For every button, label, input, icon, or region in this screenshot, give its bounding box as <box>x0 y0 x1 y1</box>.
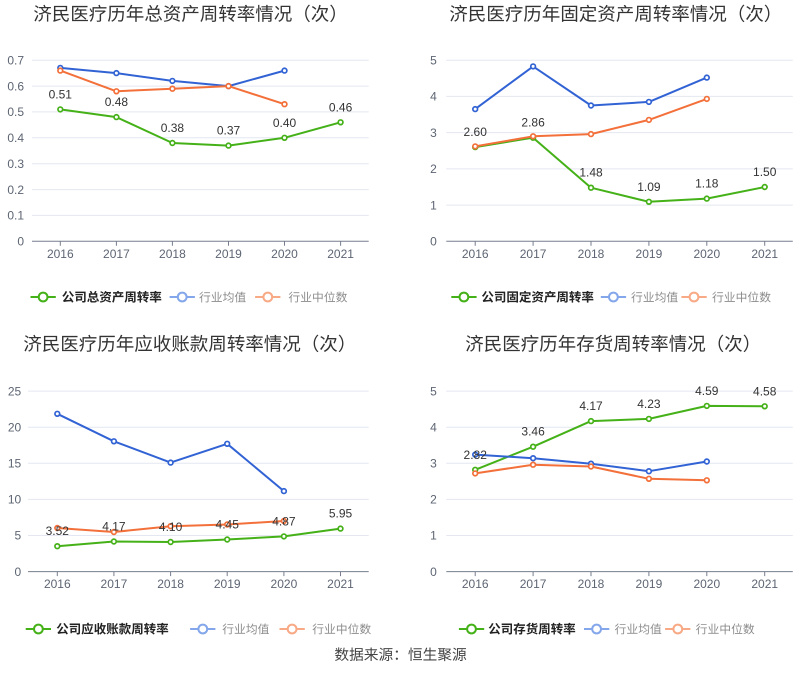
svg-text:2020: 2020 <box>693 577 720 591</box>
svg-text:5: 5 <box>430 53 437 67</box>
svg-text:2019: 2019 <box>214 577 241 591</box>
svg-text:2016: 2016 <box>44 577 71 591</box>
svg-text:1: 1 <box>430 198 437 212</box>
svg-text:0.1: 0.1 <box>7 209 24 223</box>
svg-text:2.60: 2.60 <box>464 125 488 139</box>
svg-text:3: 3 <box>430 126 437 140</box>
svg-text:4.87: 4.87 <box>272 514 296 528</box>
svg-text:0: 0 <box>430 565 437 579</box>
svg-text:0.7: 0.7 <box>7 53 24 67</box>
svg-text:2.82: 2.82 <box>464 448 488 462</box>
svg-text:2020: 2020 <box>693 247 720 261</box>
svg-text:10: 10 <box>8 493 22 507</box>
svg-text:4.10: 4.10 <box>159 520 183 534</box>
svg-text:4: 4 <box>430 420 437 434</box>
svg-text:4.17: 4.17 <box>102 520 126 534</box>
svg-text:0.2: 0.2 <box>7 183 24 197</box>
svg-text:3.52: 3.52 <box>46 524 70 538</box>
svg-text:2018: 2018 <box>157 577 184 591</box>
svg-text:0.51: 0.51 <box>49 87 73 101</box>
svg-text:4.59: 4.59 <box>695 384 719 398</box>
svg-text:0.6: 0.6 <box>7 79 24 93</box>
svg-text:1.09: 1.09 <box>637 180 661 194</box>
svg-text:4.58: 4.58 <box>753 384 777 398</box>
svg-text:2021: 2021 <box>751 247 778 261</box>
svg-text:2016: 2016 <box>462 577 489 591</box>
svg-text:1: 1 <box>430 529 437 543</box>
svg-text:0.48: 0.48 <box>105 95 129 109</box>
svg-text:2019: 2019 <box>636 577 663 591</box>
svg-text:2021: 2021 <box>327 577 354 591</box>
svg-text:2021: 2021 <box>751 577 778 591</box>
svg-text:2018: 2018 <box>578 247 605 261</box>
svg-text:2017: 2017 <box>103 247 130 261</box>
svg-text:2: 2 <box>430 162 437 176</box>
svg-text:2: 2 <box>430 493 437 507</box>
svg-text:0.3: 0.3 <box>7 157 24 171</box>
svg-text:0.37: 0.37 <box>217 124 241 138</box>
svg-text:15: 15 <box>8 457 22 471</box>
svg-text:2018: 2018 <box>578 577 605 591</box>
svg-text:20: 20 <box>8 420 22 434</box>
svg-text:5: 5 <box>15 529 22 543</box>
svg-text:25: 25 <box>8 384 22 398</box>
svg-text:0.5: 0.5 <box>7 105 24 119</box>
svg-text:1.48: 1.48 <box>579 166 603 180</box>
svg-text:0.40: 0.40 <box>273 116 297 130</box>
svg-text:3: 3 <box>430 457 437 471</box>
svg-text:0.4: 0.4 <box>7 131 24 145</box>
svg-text:4.17: 4.17 <box>579 399 603 413</box>
svg-text:2016: 2016 <box>462 247 489 261</box>
svg-text:3.46: 3.46 <box>521 425 545 439</box>
svg-text:4.23: 4.23 <box>637 397 661 411</box>
svg-text:0: 0 <box>15 565 22 579</box>
svg-text:5.95: 5.95 <box>329 507 353 521</box>
svg-text:2021: 2021 <box>327 247 354 261</box>
svg-text:2019: 2019 <box>636 247 663 261</box>
svg-text:2019: 2019 <box>215 247 242 261</box>
svg-text:2020: 2020 <box>271 577 298 591</box>
svg-text:4: 4 <box>430 90 437 104</box>
svg-text:1.18: 1.18 <box>695 177 719 191</box>
svg-text:2.86: 2.86 <box>521 116 545 130</box>
svg-text:0.46: 0.46 <box>329 100 353 114</box>
svg-text:2018: 2018 <box>159 247 186 261</box>
svg-text:2017: 2017 <box>101 577 128 591</box>
svg-text:1.50: 1.50 <box>753 165 777 179</box>
svg-text:0: 0 <box>17 235 24 249</box>
svg-text:2017: 2017 <box>520 577 547 591</box>
svg-text:0.38: 0.38 <box>161 121 185 135</box>
svg-text:5: 5 <box>430 384 437 398</box>
svg-text:2016: 2016 <box>47 247 74 261</box>
svg-text:0: 0 <box>430 235 437 249</box>
svg-text:4.45: 4.45 <box>216 518 240 532</box>
svg-text:2020: 2020 <box>271 247 298 261</box>
svg-text:2017: 2017 <box>520 247 547 261</box>
